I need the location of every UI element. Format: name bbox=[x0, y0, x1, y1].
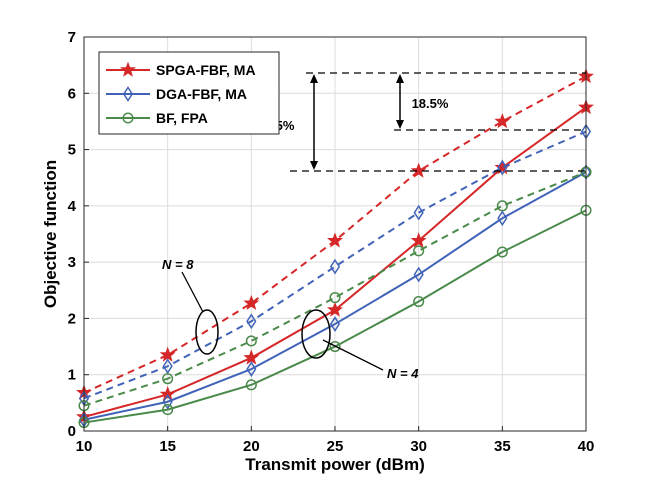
n8-pointer bbox=[181, 271, 204, 313]
y-tick-label: 7 bbox=[68, 29, 76, 46]
data-point-diamond bbox=[246, 361, 257, 377]
data-point-diamond bbox=[413, 204, 424, 221]
legend-label: SPGA-FBF, MA bbox=[156, 62, 256, 78]
y-axis-label: Objective function bbox=[41, 160, 60, 308]
tick-labels: 10 15 20 25 30 35 40 0 1 2 3 4 5 6 7 bbox=[68, 29, 595, 455]
x-axis-label: Transmit power (dBm) bbox=[245, 455, 424, 474]
x-tick-label: 30 bbox=[410, 438, 427, 455]
data-point-circle bbox=[329, 292, 341, 304]
data-point-circle bbox=[245, 379, 257, 391]
data-point-diamond bbox=[329, 316, 341, 332]
x-tick-label: 15 bbox=[159, 438, 176, 455]
data-point-star bbox=[159, 386, 176, 402]
data-point-star bbox=[410, 232, 427, 248]
data-point-circle bbox=[162, 404, 174, 416]
n8-label: N = 8 bbox=[162, 257, 194, 272]
data-point-circle bbox=[245, 335, 257, 347]
data-point-circle bbox=[162, 373, 174, 385]
x-tick-label: 25 bbox=[327, 438, 344, 455]
data-point-circle bbox=[496, 246, 508, 258]
gap-label-small: 18.5% bbox=[412, 96, 449, 111]
n4-group-ellipse bbox=[301, 309, 331, 359]
data-point-circle bbox=[413, 295, 425, 308]
series-line bbox=[83, 130, 587, 400]
y-tick-label: 0 bbox=[68, 423, 76, 440]
x-tick-label: 40 bbox=[578, 438, 595, 455]
n8-group-ellipse bbox=[195, 309, 219, 355]
data-point-diamond bbox=[122, 86, 134, 102]
legend-label: DGA-FBF, MA bbox=[156, 86, 247, 102]
data-point-star bbox=[159, 346, 176, 362]
legend-label: BF, FPA bbox=[156, 110, 208, 126]
data-point-star bbox=[327, 232, 343, 248]
legend-item: SPGA-FBF, MA bbox=[106, 61, 256, 78]
data-point-diamond bbox=[497, 159, 508, 176]
data-point-diamond bbox=[413, 266, 424, 283]
legend-item: BF, FPA bbox=[106, 110, 208, 126]
gap-arrow-large bbox=[310, 74, 318, 170]
gap-arrow-small bbox=[396, 74, 404, 129]
data-point-diamond bbox=[162, 393, 173, 410]
y-tick-label: 4 bbox=[68, 198, 77, 215]
y-tick-label: 3 bbox=[68, 254, 76, 271]
series-line bbox=[83, 171, 587, 421]
series-line bbox=[83, 171, 587, 407]
data-point-circle bbox=[413, 245, 425, 257]
data-point-star bbox=[410, 162, 427, 178]
data-point-star bbox=[243, 349, 260, 365]
data-point-circle bbox=[122, 112, 134, 124]
data-point-diamond bbox=[246, 313, 257, 330]
n4-pointer bbox=[322, 339, 384, 371]
data-point-star bbox=[120, 61, 136, 77]
x-tick-label: 20 bbox=[243, 438, 260, 455]
x-tick-label: 10 bbox=[76, 438, 93, 455]
data-point-star bbox=[243, 294, 260, 310]
data-point-circle bbox=[496, 200, 508, 212]
y-tick-label: 5 bbox=[68, 142, 76, 159]
legend: SPGA-FBF, MA DGA-FBF, MA BF, FPA bbox=[98, 51, 280, 135]
data-point-diamond bbox=[162, 358, 173, 375]
y-tick-label: 1 bbox=[68, 367, 76, 384]
x-tick-label: 35 bbox=[494, 438, 511, 455]
data-point-star bbox=[494, 113, 511, 129]
data-point-star bbox=[327, 301, 343, 317]
legend-item: DGA-FBF, MA bbox=[106, 86, 247, 102]
data-point-diamond bbox=[329, 258, 341, 275]
n4-label: N = 4 bbox=[387, 366, 419, 381]
y-tick-label: 6 bbox=[68, 85, 76, 102]
annotations: 37.5% 18.5% N = 8 N = 4 bbox=[162, 72, 586, 381]
data-point-diamond bbox=[497, 210, 508, 227]
y-tick-label: 2 bbox=[68, 310, 76, 327]
data-point-circle bbox=[329, 341, 341, 353]
